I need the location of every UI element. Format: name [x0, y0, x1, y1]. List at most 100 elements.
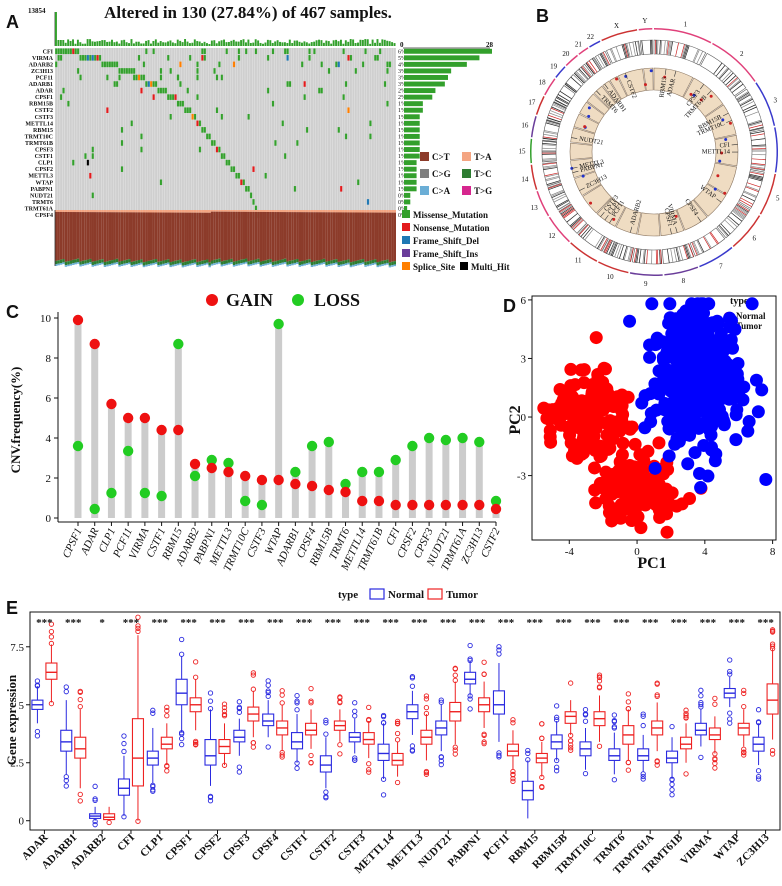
cytoband — [622, 246, 628, 260]
titv-segment — [162, 263, 165, 266]
titv-segment — [149, 260, 153, 264]
cytoband — [651, 40, 653, 55]
titv-segment — [62, 211, 65, 260]
pca-point — [660, 525, 674, 539]
titv-segment — [167, 210, 170, 213]
mutation-cell — [91, 55, 94, 61]
top-bar — [69, 40, 72, 46]
cnv-lollipop-stick — [91, 344, 99, 518]
mutation-cell — [81, 55, 85, 61]
titv-segment — [174, 264, 177, 266]
titv-segment — [208, 210, 211, 213]
tumor-outlier — [77, 696, 83, 703]
cytoband — [543, 131, 558, 135]
cytoband — [696, 51, 704, 64]
titv-segment — [337, 210, 340, 213]
tumor-outlier — [164, 713, 170, 719]
cytoband — [544, 172, 559, 177]
top-bar — [357, 42, 359, 46]
mutation-cell — [55, 61, 58, 68]
top-bar — [276, 40, 279, 46]
titv-segment — [157, 210, 160, 213]
chromosome-ideogram — [603, 239, 634, 262]
cytoband — [570, 217, 582, 228]
boxplot-gene-label: CPSF4 — [249, 831, 281, 863]
titv-segment — [381, 264, 384, 266]
cnv-point — [692, 93, 696, 97]
titv-segment — [91, 210, 94, 213]
cytoband — [670, 248, 674, 263]
titv-segment — [125, 212, 129, 260]
top-bar — [169, 40, 172, 46]
tumor-outlier — [48, 634, 55, 640]
mutation-cell — [247, 186, 250, 192]
normal-outlier — [63, 684, 69, 690]
titv-segment — [108, 260, 112, 265]
titv-segment — [81, 260, 85, 265]
titv-segment — [208, 262, 211, 266]
titv-segment — [266, 210, 270, 212]
titv-segment — [203, 210, 207, 213]
tumor-outlier — [510, 778, 516, 784]
pca-legend-tumor-label: Tumor — [736, 321, 762, 331]
cytoband — [555, 97, 569, 105]
cytoband — [655, 40, 656, 55]
titv-segment — [293, 259, 297, 263]
titv-segment — [283, 258, 287, 263]
titv-segment — [313, 210, 316, 213]
cnv-point — [583, 125, 587, 129]
gene-label-connector — [697, 216, 702, 222]
snv-legend-swatch — [420, 152, 429, 161]
circos-gene-label: METTL3 — [579, 159, 605, 171]
titv-segment — [149, 263, 153, 266]
cnv-loss-point — [240, 495, 251, 507]
mutation-cell — [62, 48, 65, 55]
titv-segment — [201, 260, 204, 265]
titv-segment — [305, 210, 309, 213]
titv-segment — [215, 210, 219, 212]
cytoband — [546, 180, 561, 185]
normal-outlier — [63, 777, 69, 784]
top-bar — [154, 39, 157, 46]
oncoplot-percent-label: 4% — [398, 62, 406, 68]
cytoband — [573, 219, 584, 230]
titv-segment — [247, 261, 250, 265]
titv-segment — [369, 210, 372, 213]
normal-outlier — [640, 771, 646, 777]
boxplot-gene-label: CPSF3 — [221, 831, 253, 863]
titv-segment — [86, 262, 90, 265]
cnv-lollipop-stick — [258, 480, 266, 518]
titv-segment — [223, 210, 226, 212]
tumor-outlier — [769, 643, 776, 649]
titv-segment — [184, 265, 187, 267]
cnv-point — [581, 174, 585, 178]
oncoplot-percent-label: 1% — [398, 102, 406, 108]
boxplot-gene-label: CFI — [115, 832, 137, 854]
titv-segment — [135, 210, 138, 213]
titv-segment — [264, 210, 267, 212]
titv-segment — [196, 265, 199, 267]
tumor-outlier — [769, 641, 776, 647]
titv-segment — [296, 262, 299, 265]
cytoband — [681, 44, 687, 59]
tumor-outlier — [683, 711, 689, 717]
titv-segment — [96, 212, 99, 261]
tumor-outlier — [683, 771, 689, 777]
normal-outlier — [467, 642, 473, 649]
titv-segment — [357, 210, 360, 213]
titv-segment — [198, 210, 202, 213]
titv-segment — [79, 261, 82, 265]
titv-segment — [106, 264, 109, 267]
chromosome-outer-ring — [759, 173, 777, 215]
pca-point — [716, 386, 730, 400]
oncoplot-gene-label: ADARB1 — [29, 82, 53, 88]
mutation-cell — [274, 140, 277, 146]
tumor-outlier — [48, 640, 55, 647]
chromosome-ideogram — [558, 203, 588, 234]
tumor-box — [564, 711, 577, 724]
pca-point — [565, 449, 579, 463]
cnv-loss-point — [173, 338, 184, 350]
titv-segment — [393, 212, 396, 262]
pca-point — [689, 415, 703, 429]
titv-segment — [374, 210, 377, 213]
